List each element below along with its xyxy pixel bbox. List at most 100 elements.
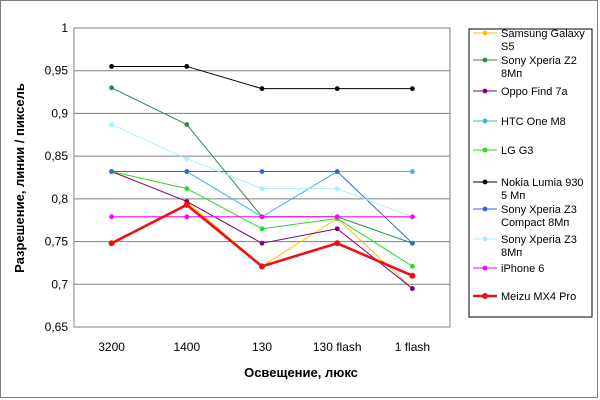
series: [109, 169, 415, 220]
legend-item: iPhone 6: [473, 263, 544, 275]
legend-label: HTC One M8: [501, 116, 566, 128]
legend-item: Meizu MX4 Pro: [473, 291, 576, 303]
legend-label: Samsung Galaxy: [501, 28, 585, 40]
data-point: [410, 240, 415, 246]
data-point: [259, 169, 265, 174]
y-tick-label: 1: [61, 21, 68, 35]
legend-label: Sony Xperia Z3: [501, 234, 577, 246]
x-axis-title: Освещение, люкс: [244, 365, 358, 380]
y-tick-label: 0,85: [45, 149, 69, 163]
data-point: [184, 214, 190, 220]
series: [109, 64, 415, 92]
series: [108, 201, 416, 279]
x-tick-label: 1 flash: [395, 340, 430, 354]
y-gridlines: [74, 27, 450, 328]
data-point: [259, 240, 265, 246]
data-point: [109, 85, 114, 91]
data-point: [410, 214, 415, 220]
legend-item: LG G3: [473, 145, 533, 157]
x-tick-label: 1400: [173, 340, 200, 354]
legend-marker: [482, 265, 488, 271]
data-point: [410, 286, 415, 291]
data-point: [184, 156, 190, 162]
legend-label: 8Мп: [501, 247, 522, 259]
legend-label: 8Мп: [501, 68, 522, 80]
data-point: [109, 214, 114, 220]
data-point: [259, 263, 265, 270]
data-point: [109, 169, 114, 174]
legend-label: 5 Мп: [501, 190, 525, 202]
legend-label: S5: [501, 41, 514, 53]
plot-area-border: [73, 27, 451, 328]
data-point: [410, 169, 415, 174]
legend-label: Compact 8Мп: [501, 217, 569, 229]
x-tick-labels: 3200 1400 130 130 flash 1 flash: [98, 340, 430, 354]
y-tick-label: 0,8: [51, 192, 68, 206]
data-point: [183, 201, 190, 208]
data-point: [334, 226, 340, 232]
y-tick-label: 0,7: [51, 277, 68, 291]
legend-marker: [482, 57, 488, 63]
data-point: [410, 263, 415, 269]
data-point: [410, 86, 415, 92]
y-tick-label: 0,95: [45, 64, 69, 78]
data-point: [184, 186, 190, 192]
y-tick-label: 0,65: [45, 320, 69, 334]
data-point: [259, 214, 265, 220]
legend-marker: [482, 179, 488, 185]
series: [109, 214, 415, 220]
data-point: [184, 169, 190, 174]
legend-marker: [482, 118, 488, 124]
y-axis-title: Разрешение, линии / пиксель: [12, 83, 27, 273]
data-point: [334, 169, 340, 174]
x-tick-label: 130: [252, 340, 272, 354]
legend-label: Sony Xperia Z2: [501, 55, 577, 67]
y-tick-label: 0,9: [51, 106, 68, 120]
legend-marker: [482, 88, 488, 94]
data-point: [409, 272, 416, 279]
legend-box: [468, 28, 593, 318]
data-point: [109, 64, 114, 69]
x-tick-label: 130 flash: [313, 340, 362, 354]
series-line: [111, 171, 413, 218]
legend-label: Meizu MX4 Pro: [501, 291, 576, 303]
legend-label: Oppo Find 7a: [501, 86, 569, 98]
series: [109, 122, 415, 220]
data-point: [334, 214, 340, 220]
legend-item: Oppo Find 7a: [473, 86, 569, 98]
y-tick-label: 0,75: [45, 235, 69, 249]
series: [109, 169, 415, 246]
legend-marker: [482, 30, 488, 36]
data-point: [108, 240, 115, 247]
legend-item: HTC One M8: [473, 116, 566, 128]
data-point: [259, 86, 265, 92]
series-layer: [108, 64, 416, 291]
data-point: [259, 226, 265, 232]
legend-label: Sony Xperia Z3: [501, 204, 577, 216]
legend-label: Nokia Lumia 930: [501, 177, 584, 189]
data-point: [259, 186, 265, 192]
data-point: [184, 64, 190, 69]
x-tick-label: 3200: [98, 340, 125, 354]
legend-label: LG G3: [501, 145, 533, 157]
legend-marker: [482, 147, 488, 153]
legend-label: iPhone 6: [501, 263, 544, 275]
data-point: [184, 122, 190, 127]
data-point: [109, 122, 114, 127]
data-point: [334, 86, 340, 92]
data-point: [334, 240, 341, 247]
data-point: [334, 186, 340, 192]
legend-marker: [482, 293, 488, 299]
legend-marker: [482, 236, 488, 242]
legend-marker: [482, 206, 488, 212]
series-line: [111, 65, 413, 90]
y-tick-labels: 0,65 0,7 0,75 0,8 0,85 0,9 0,95 1: [45, 21, 69, 334]
